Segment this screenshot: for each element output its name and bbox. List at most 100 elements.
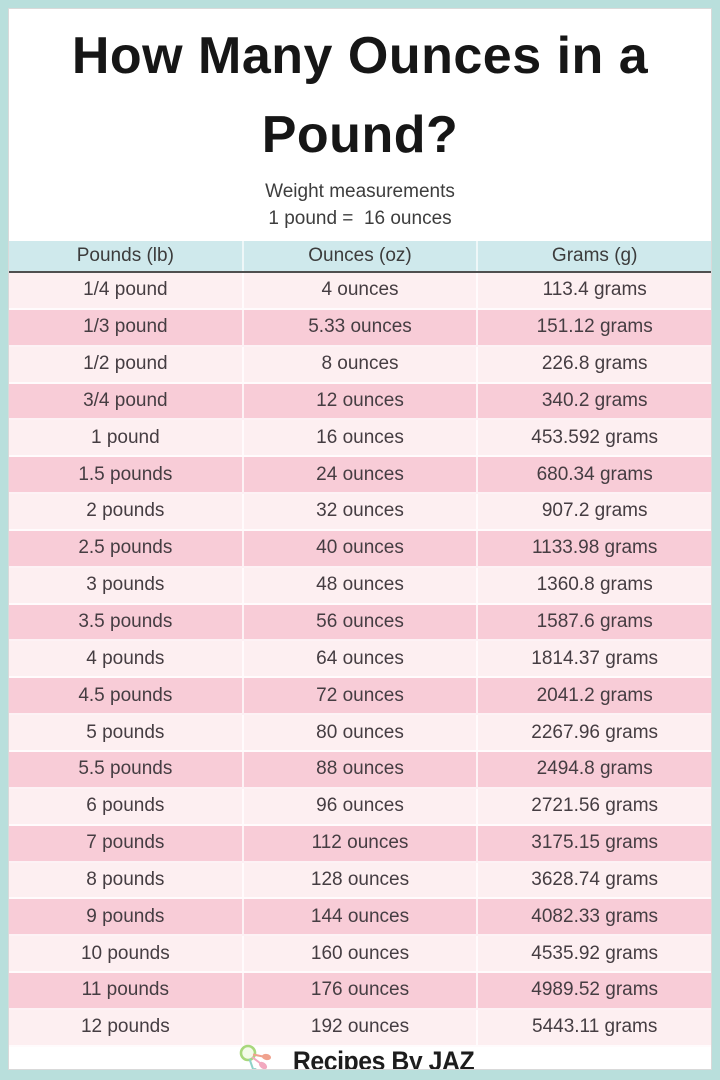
table-cell: 10 pounds bbox=[9, 936, 244, 972]
table-cell: 1814.37 grams bbox=[531, 647, 659, 669]
table-cell: 7 pounds bbox=[9, 825, 244, 861]
footer: Recipes By JAZ bbox=[9, 1044, 711, 1070]
table-cell: 2.5 pounds bbox=[9, 530, 244, 566]
table-row: 1/4 pound 4 ounces 113.4 grams bbox=[9, 273, 711, 310]
table-cell: 12 ounces bbox=[244, 383, 479, 419]
table-cell: 1/4 pound bbox=[9, 273, 244, 308]
table-cell: 12 pounds bbox=[9, 1009, 244, 1045]
column-header-grams: Grams (g) bbox=[551, 245, 638, 266]
subtitle-equation: 1 pound = 16 ounces bbox=[268, 208, 452, 229]
table-row: 11 pounds 176 ounces 4989.52 grams bbox=[9, 973, 711, 1010]
table-cell: 4535.92 grams bbox=[531, 942, 659, 964]
table-cell: 4.5 pounds bbox=[9, 678, 244, 714]
table-cell: 5.5 pounds bbox=[9, 751, 244, 787]
table-row: 2.5 pounds 40 ounces 1133.98 grams bbox=[9, 530, 711, 568]
table-cell: 5 pounds bbox=[9, 715, 244, 750]
table-row: 2 pounds 32 ounces 907.2 grams bbox=[9, 494, 711, 531]
subtitle: Weight measurements 1 pound = 16 ounces bbox=[9, 178, 711, 232]
table-cell: 2494.8 grams bbox=[536, 758, 653, 780]
table-row: 3 pounds 48 ounces 1360.8 grams bbox=[9, 567, 711, 605]
table-cell: 6 pounds bbox=[9, 788, 244, 824]
measuring-spoons-icon bbox=[240, 1044, 272, 1069]
table-cell: 56 ounces bbox=[244, 604, 479, 640]
table-cell: 128 ounces bbox=[244, 862, 479, 898]
table-cell: 32 ounces bbox=[244, 494, 479, 529]
table-cell: 1/2 pound bbox=[9, 346, 244, 382]
table-cell: 24 ounces bbox=[244, 457, 479, 493]
table-cell: 96 ounces bbox=[244, 788, 479, 824]
table-cell: 8 ounces bbox=[244, 346, 479, 382]
table-cell: 3628.74 grams bbox=[531, 868, 659, 890]
brand-name: Recipes By JAZ bbox=[293, 1046, 475, 1070]
table-row: 12 pounds 192 ounces 5443.11 grams bbox=[9, 1009, 711, 1047]
table-cell: 11 pounds bbox=[9, 973, 244, 1008]
table-row: 1/3 pound 5.33 ounces 151.12 grams bbox=[9, 309, 711, 347]
table-cell: 2721.56 grams bbox=[531, 795, 659, 817]
table-row: 4.5 pounds 72 ounces 2041.2 grams bbox=[9, 678, 711, 716]
table-cell: 3/4 pound bbox=[9, 383, 244, 419]
table-row: 1 pound 16 ounces 453.592 grams bbox=[9, 420, 711, 458]
table-cell: 1 pound bbox=[9, 420, 244, 456]
table-cell: 1.5 pounds bbox=[9, 457, 244, 493]
conversion-table: Pounds (lb) Ounces (oz) Grams (g) 1/4 po… bbox=[9, 241, 711, 1047]
table-cell: 80 ounces bbox=[244, 715, 479, 750]
page-title: How Many Ounces in a Pound? bbox=[9, 17, 711, 175]
table-row: 10 pounds 160 ounces 4535.92 grams bbox=[9, 936, 711, 974]
table-cell: 2041.2 grams bbox=[536, 684, 653, 706]
table-cell: 2267.96 grams bbox=[531, 721, 659, 743]
table-row: 1/2 pound 8 ounces 226.8 grams bbox=[9, 346, 711, 384]
table-cell: 88 ounces bbox=[244, 751, 479, 787]
table-row: 5.5 pounds 88 ounces 2494.8 grams bbox=[9, 751, 711, 789]
table-cell: 192 ounces bbox=[244, 1009, 479, 1045]
table-cell: 3 pounds bbox=[9, 567, 244, 603]
table-cell: 4 pounds bbox=[9, 641, 244, 677]
table-cell: 72 ounces bbox=[244, 678, 479, 714]
table-row: 9 pounds 144 ounces 4082.33 grams bbox=[9, 899, 711, 937]
table-row: 3/4 pound 12 ounces 340.2 grams bbox=[9, 383, 711, 421]
column-header-pounds: Pounds (lb) bbox=[9, 241, 244, 271]
table-cell: 1/3 pound bbox=[9, 309, 244, 345]
table-row: 8 pounds 128 ounces 3628.74 grams bbox=[9, 862, 711, 900]
infographic-page: How Many Ounces in a Pound? Weight measur… bbox=[8, 8, 712, 1070]
table-row: 1.5 pounds 24 ounces 680.34 grams bbox=[9, 457, 711, 495]
table-cell: 4 ounces bbox=[244, 273, 479, 308]
column-header-ounces: Ounces (oz) bbox=[244, 241, 479, 271]
table-cell: 112 ounces bbox=[244, 825, 479, 861]
table-cell: 144 ounces bbox=[244, 899, 479, 935]
title-line-2: Pound? bbox=[261, 106, 459, 164]
table-row: 5 pounds 80 ounces 2267.96 grams bbox=[9, 715, 711, 752]
table-row: 6 pounds 96 ounces 2721.56 grams bbox=[9, 788, 711, 826]
title-line-1: How Many Ounces in a bbox=[71, 27, 649, 85]
table-cell: 113.4 grams bbox=[542, 279, 647, 301]
table-cell: 16 ounces bbox=[244, 420, 479, 456]
table-cell: 1587.6 grams bbox=[536, 611, 653, 633]
table-row: 3.5 pounds 56 ounces 1587.6 grams bbox=[9, 604, 711, 642]
table-cell: 8 pounds bbox=[9, 862, 244, 898]
table-cell: 5443.11 grams bbox=[532, 1016, 658, 1038]
table-cell: 3175.15 grams bbox=[531, 832, 659, 854]
table-cell: 4082.33 grams bbox=[531, 905, 659, 927]
table-cell: 151.12 grams bbox=[536, 316, 653, 338]
table-cell: 680.34 grams bbox=[536, 463, 653, 485]
table-header-row: Pounds (lb) Ounces (oz) Grams (g) bbox=[9, 241, 711, 273]
table-row: 4 pounds 64 ounces 1814.37 grams bbox=[9, 641, 711, 679]
table-cell: 2 pounds bbox=[9, 494, 244, 529]
table-cell: 4989.52 grams bbox=[531, 979, 659, 1001]
table-cell: 453.592 grams bbox=[531, 426, 659, 448]
table-cell: 64 ounces bbox=[244, 641, 479, 677]
conversion-table-body: 1/4 pound 4 ounces 113.4 grams 1/3 pound 5.3… bbox=[9, 273, 711, 1047]
table-cell: 160 ounces bbox=[244, 936, 479, 972]
table-cell: 1360.8 grams bbox=[536, 574, 653, 596]
table-cell: 340.2 grams bbox=[541, 389, 648, 411]
table-row: 7 pounds 112 ounces 3175.15 grams bbox=[9, 825, 711, 863]
table-cell: 48 ounces bbox=[244, 567, 479, 603]
table-cell: 226.8 grams bbox=[541, 353, 648, 375]
table-cell: 1133.98 grams bbox=[532, 537, 658, 559]
table-cell: 176 ounces bbox=[244, 973, 479, 1008]
table-cell: 3.5 pounds bbox=[9, 604, 244, 640]
table-cell: 9 pounds bbox=[9, 899, 244, 935]
table-cell: 40 ounces bbox=[244, 530, 479, 566]
subtitle-line-1: Weight measurements bbox=[265, 181, 455, 202]
table-cell: 5.33 ounces bbox=[244, 309, 479, 345]
table-cell: 907.2 grams bbox=[541, 500, 648, 522]
